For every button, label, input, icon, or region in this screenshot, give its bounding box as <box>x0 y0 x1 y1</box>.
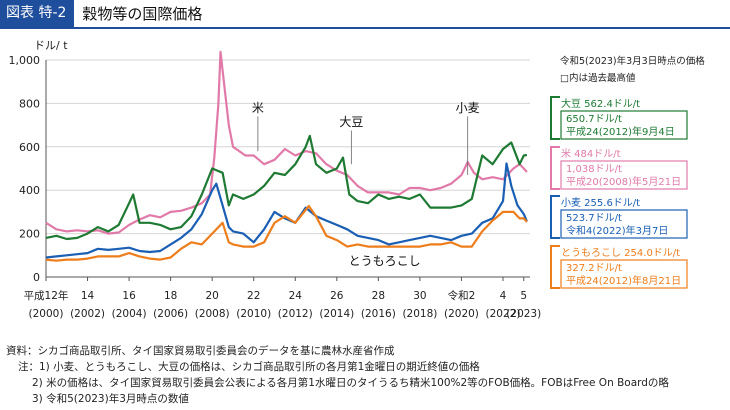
legend-bracket-corn <box>550 245 560 289</box>
x-tick-label-year: (2023) <box>506 308 541 320</box>
x-tick-label: 28 <box>372 290 385 302</box>
x-tick-label: 4 <box>500 290 507 302</box>
legend-bracket-soybean <box>550 96 560 140</box>
legend-record-box-corn <box>560 259 688 289</box>
x-tick-label-year: (2002) <box>70 308 105 320</box>
x-tick-label: 18 <box>164 290 177 302</box>
source-note: 資料：シカゴ商品取引所、タイ国家貿易取引委員会のデータを基に農林水産省作成 <box>6 345 395 357</box>
legend-current-corn: とうもろこし 254.0ドル/t <box>561 247 680 259</box>
legend-record-box-soybean <box>560 110 688 140</box>
x-tick-label-year: (2012) <box>278 308 313 320</box>
x-tick-label-year: (2018) <box>402 308 437 320</box>
legend-date-wheat: 令和4(2022)年3月7日 <box>566 224 668 237</box>
x-tick-label: 令和2 <box>448 289 476 302</box>
x-tick-label-year: (2008) <box>195 308 230 320</box>
legend-record-box-wheat <box>560 209 688 239</box>
y-tick-label: 600 <box>19 141 40 154</box>
y-tick-label: 200 <box>19 228 40 241</box>
y-axis-label: ドル/ t <box>34 39 68 52</box>
series-line-corn <box>45 204 528 262</box>
legend-bracket-rice <box>550 146 560 190</box>
x-tick-label: 5 <box>520 290 527 302</box>
legend-date-soybean: 平成24(2012)年9月4日 <box>566 125 675 138</box>
x-tick-label: 24 <box>289 290 303 302</box>
x-tick-label-year: (2014) <box>319 308 354 320</box>
y-tick-label: 800 <box>19 97 40 110</box>
x-tick-label: 30 <box>413 290 426 302</box>
y-tick-label: 1,000 <box>9 54 41 67</box>
series-annotation: 米 <box>252 101 264 115</box>
x-tick-label-year: (2016) <box>361 308 396 320</box>
notes: 資料：シカゴ商品取引所、タイ国家貿易取引委員会のデータを基に農林水産省作成 注：… <box>6 343 669 407</box>
legend-bracket-wheat <box>550 195 560 239</box>
x-tick-label-year: (2004) <box>112 308 147 320</box>
note-2: 2) 米の価格は、タイ国家貿易取引委員会公表による各月第1水曜日のタイうるち精米… <box>32 377 669 389</box>
x-tick-label: 14 <box>81 290 95 302</box>
legend-current-rice: 米 484ドル/t <box>561 147 621 160</box>
x-tick-label: 26 <box>330 290 344 302</box>
legend-high-corn: 327.2ドル/t <box>566 263 622 274</box>
legend-current-wheat: 小麦 255.6ドル/t <box>561 197 640 209</box>
x-tick-label: 22 <box>247 290 260 302</box>
header-rule <box>0 27 730 29</box>
series-annotation: 小麦 <box>456 101 480 115</box>
x-tick-label: 平成12年 <box>24 289 69 302</box>
legend-high-soybean: 650.7ドル/t <box>566 114 622 125</box>
figure-header: 図表 特-2 穀物等の国際価格 <box>0 0 202 27</box>
legend-current-soybean: 大豆 562.4ドル/t <box>561 97 640 110</box>
legend-date-line: 令和5(2023)年3月3日時点の価格 <box>560 55 705 67</box>
figure-tag: 図表 特-2 <box>0 0 75 27</box>
series-annotation: 大豆 <box>339 115 363 129</box>
x-tick-label: 16 <box>122 290 136 302</box>
x-tick-label-year: (2006) <box>153 308 188 320</box>
price-chart: ドル/ t 0 200 400 600 800 1,000 平成12年 (2000) 14 (200… <box>9 39 706 320</box>
series-line-soybean <box>45 134 528 241</box>
x-tick-label-year: (2010) <box>236 308 271 320</box>
figure-title: 穀物等の国際価格 <box>82 5 203 23</box>
x-tick-label: 20 <box>205 290 218 302</box>
x-tick-label-year: (2022) <box>486 308 521 320</box>
x-tick-label-year: (2020) <box>444 308 479 320</box>
y-tick-label: 0 <box>33 271 40 284</box>
y-tick-label: 400 <box>19 184 40 197</box>
note-1: 注：1) 小麦、とうもろこし、大豆の価格は、シカゴ商品取引所の各月第1金曜日の期… <box>18 361 480 373</box>
legend-record-box-rice <box>560 160 688 190</box>
legend-high-rice: 1,038ドル/t <box>566 164 622 175</box>
legend-box-note: □内は過去最高値 <box>560 72 636 84</box>
note-3: 3) 令和5(2023)年3月時点の数値 <box>32 393 189 405</box>
series-annotation: とうもろこし <box>349 254 421 268</box>
legend-high-wheat: 523.7ドル/t <box>566 213 622 224</box>
legend-date-corn: 平成24(2012)年8月21日 <box>566 274 681 287</box>
x-tick-label-year: (2000) <box>29 308 64 320</box>
legend-date-rice: 平成20(2008)年5月21日 <box>566 175 681 188</box>
